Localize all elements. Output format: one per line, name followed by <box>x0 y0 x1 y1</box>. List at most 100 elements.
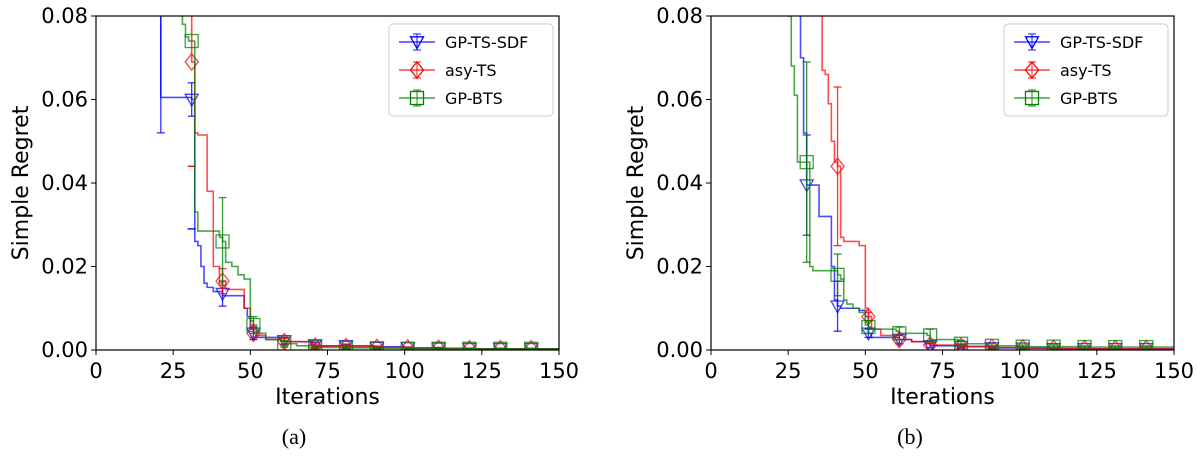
x-tick-label: 150 <box>1154 359 1194 383</box>
series-gp-bts-marker <box>1139 339 1154 350</box>
y-tick-label: 0.02 <box>41 255 88 279</box>
series-gp-bts-marker <box>338 340 354 350</box>
y-tick-label: 0.02 <box>656 255 703 279</box>
series-asy-ts-marker <box>1046 339 1061 350</box>
x-tick-label: 125 <box>1077 359 1117 383</box>
x-tick-label: 75 <box>929 359 956 383</box>
legend-marker <box>409 60 425 80</box>
series-gp-bts-marker <box>524 341 539 350</box>
legend-marker <box>409 36 425 50</box>
legend-label: GP-BTS <box>445 89 503 108</box>
plot-area <box>787 16 1174 350</box>
series-gp-bts-marker <box>246 317 261 333</box>
series-asy-ts-errorbar <box>833 86 842 247</box>
y-tick-label: 0.06 <box>656 88 703 112</box>
x-axis-label: Iterations <box>275 385 380 410</box>
chart-panel-1: 0 25 50 75 100 125 150 0.00 0.02 0.04 0.06 0.08 Iter… <box>9 4 579 449</box>
legend-label: GP-TS-SDF <box>1060 33 1143 52</box>
series-gp-bts-errorbar <box>218 196 227 286</box>
series-asy-ts-marker <box>984 338 1000 350</box>
series-gp-bts-marker <box>369 341 385 350</box>
y-tick-label: 0.08 <box>41 4 88 28</box>
legend-item: GP-BTS <box>399 89 503 108</box>
series-asy-ts-marker <box>1138 339 1154 350</box>
series-gp-bts-errorbar <box>1080 345 1089 349</box>
x-tick-label: 50 <box>852 359 879 383</box>
series-gp-bts-marker <box>892 326 907 341</box>
series-asy-ts-marker <box>338 337 354 350</box>
series-gp-bts-errorbar <box>342 346 351 350</box>
y-tick-label: 0.00 <box>656 338 703 362</box>
plot-area <box>156 16 559 350</box>
series-gp-bts-marker <box>215 234 230 249</box>
legend-item: asy-TS <box>399 60 497 80</box>
legend-box <box>388 23 554 117</box>
x-tick-label: 25 <box>775 359 802 383</box>
x-tick-label: 100 <box>385 359 425 383</box>
x-tick-label: 125 <box>462 359 502 383</box>
series-gp-bts-errorbar <box>1018 344 1027 349</box>
series-gp-bts-marker <box>799 154 814 170</box>
legend-label: asy-TS <box>1060 61 1112 80</box>
y-tick-label: 0.00 <box>41 338 88 362</box>
series-gp-bts-errorbar <box>987 343 996 349</box>
series-gp-bts-marker <box>861 319 876 335</box>
legend: GP-TS-SDF asy-TS GP-BTS <box>388 23 554 117</box>
legend-label: asy-TS <box>445 61 497 80</box>
y-tick-label: 0.06 <box>41 88 88 112</box>
series-gp-bts-marker <box>1108 339 1123 350</box>
series-gp-bts-errorbar <box>1049 344 1058 349</box>
series-asy-ts-marker <box>462 339 477 350</box>
series-gp-bts-errorbar <box>802 61 811 263</box>
legend-label: GP-TS-SDF <box>445 33 528 52</box>
x-tick-label: 100 <box>1000 359 1040 383</box>
series-gp-bts-errorbar <box>372 346 381 350</box>
series-gp-bts-errorbar <box>311 345 320 350</box>
y-axis-label: Simple Regret <box>9 105 34 260</box>
series-gp-bts-marker <box>984 338 1000 350</box>
series-asy-ts-marker <box>493 339 508 350</box>
series-gp-bts-marker <box>830 267 845 283</box>
x-tick-label: 25 <box>160 359 187 383</box>
series-gp-bts-errorbar <box>496 347 505 350</box>
series-gp-bts-marker <box>1077 339 1092 350</box>
series-gp-bts-errorbar <box>434 347 443 350</box>
y-tick-label: 0.04 <box>656 171 703 195</box>
series-gp-bts-marker <box>923 328 938 343</box>
y-axis-label: Simple Regret <box>624 105 649 260</box>
panel-caption: (a) <box>282 424 306 449</box>
legend-marker <box>409 90 425 106</box>
series-asy-ts-marker <box>246 324 261 343</box>
series-gp-bts-marker <box>1015 339 1030 350</box>
y-tick-label: 0.04 <box>41 171 88 195</box>
series-gp-bts-errorbar <box>1111 345 1120 349</box>
series-asy-ts-marker <box>369 338 385 350</box>
series-gp-bts-errorbar <box>833 253 842 297</box>
series-gp-bts-marker <box>953 336 969 350</box>
series-gp-bts <box>181 16 559 350</box>
series-asy-ts-marker <box>431 339 446 350</box>
series-gp-bts-marker <box>1046 339 1061 350</box>
series-asy-ts-marker <box>215 271 230 291</box>
legend-item: GP-TS-SDF <box>1014 33 1143 52</box>
series-gp-bts-marker <box>431 341 446 350</box>
x-axis-label: Iterations <box>890 385 995 410</box>
legend: GP-TS-SDF asy-TS GP-BTS <box>1003 23 1169 117</box>
series-gp-bts-errorbar <box>249 315 258 334</box>
series-gp-bts-marker <box>308 340 323 350</box>
x-tick-label: 0 <box>89 359 102 383</box>
legend-marker <box>1024 36 1040 50</box>
series-asy-ts-marker <box>400 338 416 350</box>
series-gp-bts-errorbar <box>957 339 966 348</box>
y-tick-label: 0.08 <box>656 4 703 28</box>
series-gp-ts-sdf-extra-errorbar <box>156 16 165 134</box>
panel-caption: (b) <box>897 424 923 449</box>
series-asy-ts-marker <box>184 52 200 72</box>
series-asy-ts-marker <box>523 339 539 350</box>
series-gp-bts-line <box>181 16 559 350</box>
series-gp-bts <box>787 16 1174 350</box>
series-gp-bts-marker <box>462 341 477 350</box>
legend-item: GP-TS-SDF <box>399 33 528 52</box>
